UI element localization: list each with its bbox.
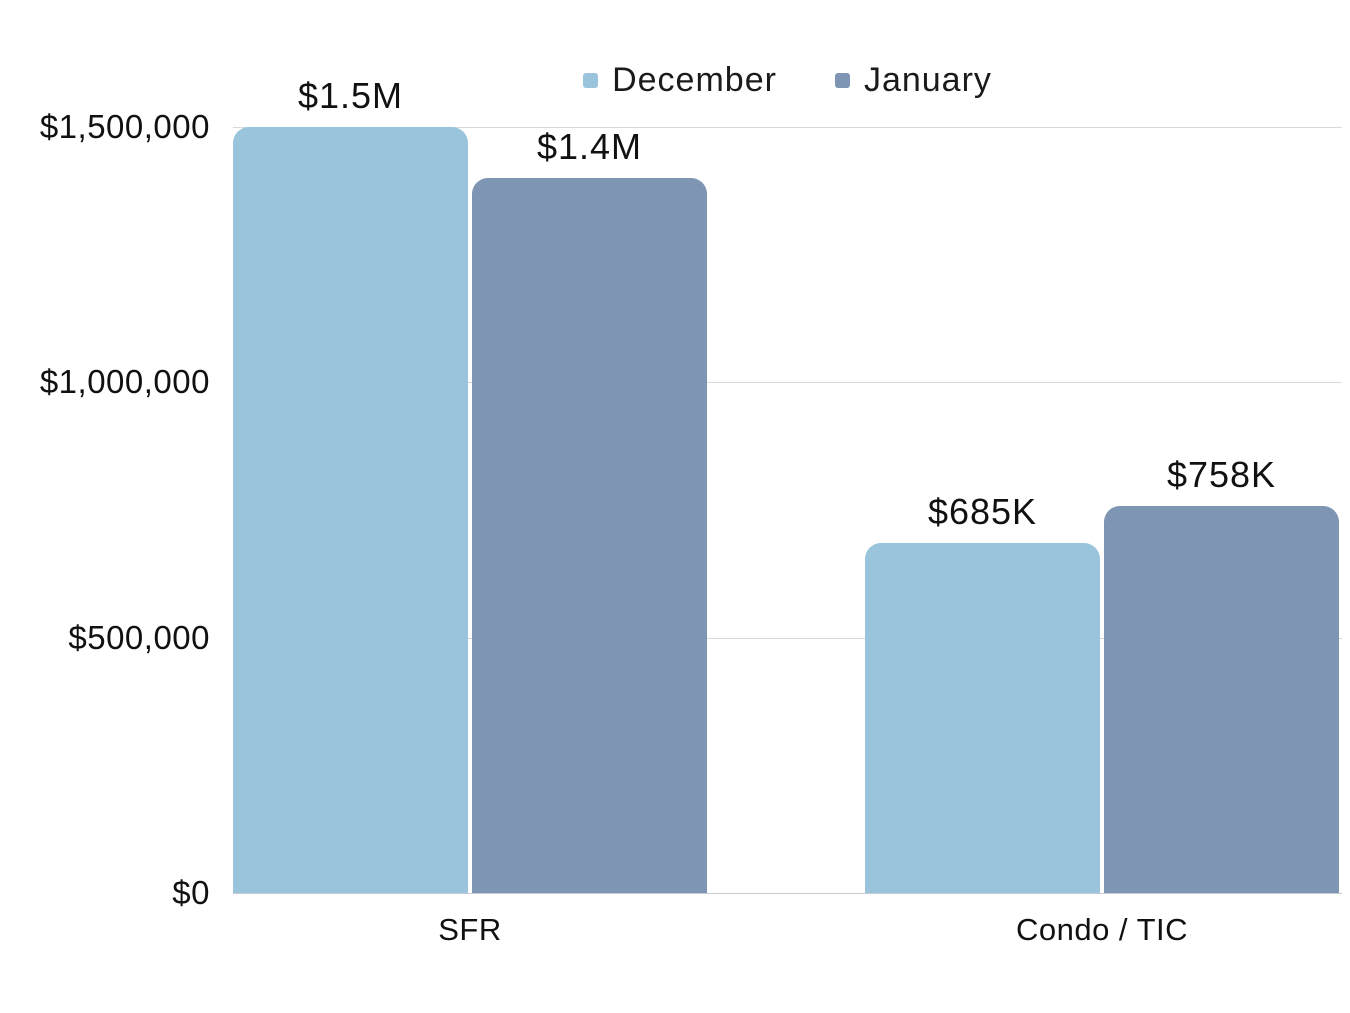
bar-december-condo-tic[interactable] [865, 543, 1100, 893]
bar-january-condo-tic[interactable] [1104, 505, 1339, 893]
y-tick-label: $1,500,000 [39, 108, 210, 145]
axis-baseline [233, 893, 1342, 894]
legend-item-january[interactable]: January [834, 60, 992, 100]
y-tick-label: $1,000,000 [39, 363, 210, 401]
legend-item-december[interactable]: December [583, 61, 777, 100]
bar-value-label-january-sfr: $1.4M [536, 126, 643, 168]
y-tick-label: $500,000 [68, 618, 210, 656]
legend: December January [233, 56, 1342, 104]
legend-label-december: December [612, 60, 777, 99]
legend-label-january: January [863, 60, 992, 99]
gridline [233, 382, 1342, 384]
bar-december-sfr[interactable] [233, 127, 468, 893]
y-tick-label: $0 [172, 874, 210, 911]
legend-marker-january-icon [834, 72, 850, 88]
x-category-label: SFR [438, 912, 502, 947]
gridline [233, 637, 1342, 639]
gridline [233, 127, 1342, 128]
bar-value-label-december-sfr: $1.5M [297, 75, 404, 116]
bar-value-label-december-condo-tic: $685K [927, 491, 1038, 533]
bar-january-sfr[interactable] [472, 178, 707, 893]
legend-marker-december-icon [583, 72, 599, 88]
bar-value-label-january-condo-tic: $758K [1166, 453, 1277, 495]
x-category-label: Condo / TIC [1015, 912, 1189, 947]
